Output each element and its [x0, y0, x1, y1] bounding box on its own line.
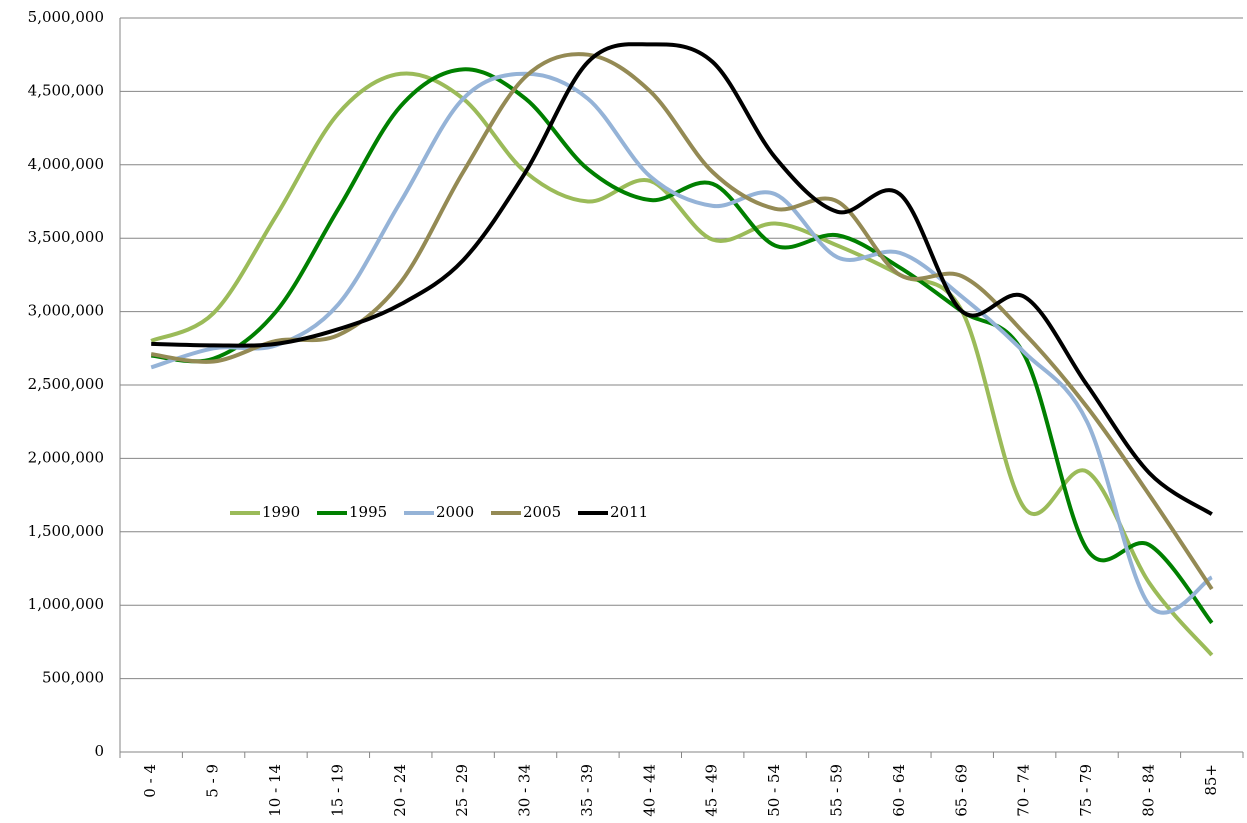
series-line	[150, 71, 1214, 657]
x-tick-label: 25 - 29	[453, 764, 471, 817]
y-tick-label: 500,000	[42, 669, 104, 687]
x-tick-label: 55 - 59	[827, 764, 845, 817]
x-tick-label: 5 - 9	[204, 764, 222, 798]
x-tick-label: 50 - 54	[765, 764, 783, 817]
series-line	[150, 52, 1214, 591]
series-line	[151, 42, 1213, 516]
y-tick-label: 2,000,000	[28, 448, 104, 466]
y-tick-label: 3,000,000	[28, 302, 104, 320]
y-tick-label: 1,500,000	[28, 522, 104, 540]
series-line	[151, 67, 1214, 625]
x-tick-label: 45 - 49	[703, 764, 721, 817]
y-tick-label: 4,000,000	[28, 155, 104, 173]
x-tick-label: 20 - 24	[391, 764, 409, 817]
x-tick-label: 75 - 79	[1077, 764, 1095, 817]
x-tick-label: 15 - 19	[328, 764, 346, 817]
x-tick-label: 30 - 34	[516, 764, 534, 817]
x-tick-label: 10 - 14	[266, 764, 284, 817]
x-tick-label: 40 - 44	[640, 764, 658, 817]
series-line	[150, 71, 1213, 615]
y-tick-label: 3,500,000	[28, 228, 104, 246]
legend-label: 2005	[523, 503, 561, 521]
y-tick-label: 5,000,000	[28, 8, 104, 26]
legend-label: 1990	[262, 503, 300, 521]
x-tick-label: 80 - 84	[1139, 764, 1157, 817]
x-tick-label: 35 - 39	[578, 764, 596, 817]
x-tick-label: 0 - 4	[141, 764, 159, 798]
legend-label: 1995	[349, 503, 387, 521]
y-tick-label: 4,500,000	[28, 81, 104, 99]
y-tick-label: 2,500,000	[28, 375, 104, 393]
y-tick-label: 1,000,000	[28, 595, 104, 613]
x-tick-label: 85+	[1202, 764, 1220, 796]
x-tick-label: 65 - 69	[952, 764, 970, 817]
legend-label: 2000	[436, 503, 474, 521]
x-tick-label: 60 - 64	[890, 764, 908, 817]
x-tick-label: 70 - 74	[1015, 764, 1033, 817]
y-tick-label: 0	[94, 742, 104, 760]
legend-label: 2011	[610, 503, 648, 521]
